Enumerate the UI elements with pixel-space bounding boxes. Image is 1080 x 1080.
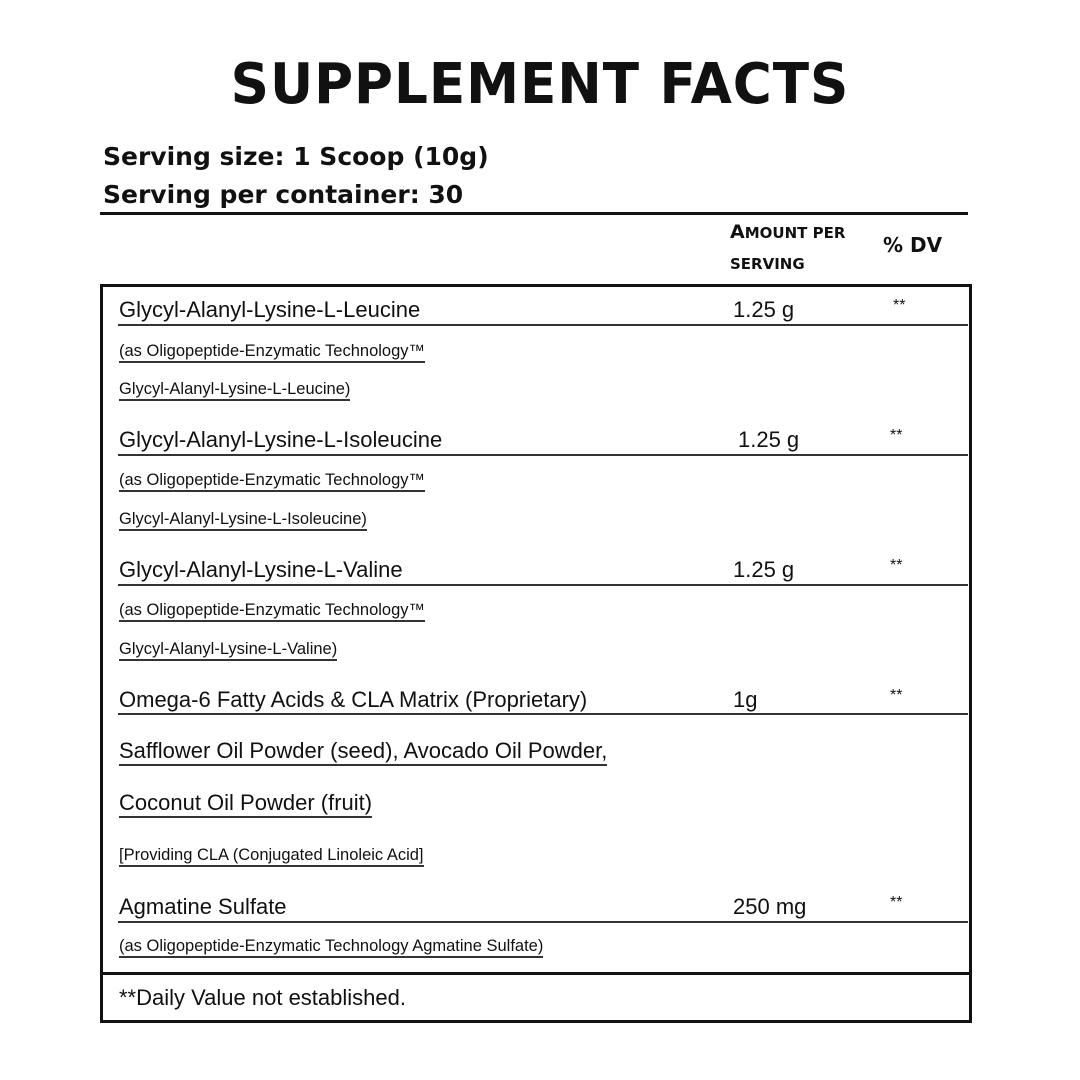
ingredient-amount: 1g — [733, 687, 758, 712]
ingredient-source: (as Oligopeptide-Enzymatic Technology Ag… — [119, 937, 544, 958]
footnote-divider — [100, 972, 970, 975]
ingredient-source: (as Oligopeptide-Enzymatic Technology™ — [119, 601, 426, 622]
row-rule — [118, 324, 968, 326]
ingredient-source: (as Oligopeptide-Enzymatic Technology™ — [119, 342, 426, 363]
footnote: **Daily Value not established. — [119, 985, 406, 1010]
ingredient-source: Glycyl-Alanyl-Lysine-L-Valine) — [119, 640, 338, 661]
page-title: SUPPLEMENT FACTS — [230, 52, 850, 117]
ingredient-source: [Providing CLA (Conjugated Linoleic Acid… — [119, 846, 424, 867]
row-rule — [118, 713, 968, 715]
ingredient-name: Omega-6 Fatty Acids & CLA Matrix (Propri… — [119, 687, 588, 712]
ingredient-amount: 1.25 g — [733, 557, 795, 582]
amount-header-line2: SERVING — [730, 255, 805, 273]
servings-per-container: Serving per container: 30 — [103, 180, 464, 209]
facts-table — [100, 284, 972, 1023]
amount-header-initial: A — [730, 221, 745, 243]
ingredient-dv: ** — [890, 687, 903, 704]
ingredient-source: Glycyl-Alanyl-Lysine-L-Isoleucine) — [119, 510, 367, 531]
ingredient-amount: 1.25 g — [738, 427, 800, 452]
ingredient-dv: ** — [890, 427, 903, 444]
ingredient-dv: ** — [890, 557, 903, 574]
ingredient-amount: 1.25 g — [733, 297, 795, 322]
ingredient-dv: ** — [893, 297, 906, 314]
ingredient-source: Coconut Oil Powder (fruit) — [119, 790, 373, 818]
ingredient-source: Glycyl-Alanyl-Lysine-L-Leucine) — [119, 380, 351, 401]
row-rule — [118, 454, 968, 456]
amount-header-line1: MOUNT PER — [744, 224, 846, 242]
row-rule — [118, 921, 968, 923]
ingredient-name: Glycyl-Alanyl-Lysine-L-Isoleucine — [119, 427, 443, 452]
ingredient-amount: 250 mg — [733, 894, 807, 919]
ingredient-source: (as Oligopeptide-Enzymatic Technology™ — [119, 471, 426, 492]
ingredient-name: Glycyl-Alanyl-Lysine-L-Valine — [119, 557, 403, 582]
dv-header: % DV — [883, 233, 943, 257]
ingredient-name: Glycyl-Alanyl-Lysine-L-Leucine — [119, 297, 421, 322]
row-rule — [118, 584, 968, 586]
serving-size: Serving size: 1 Scoop (10g) — [103, 142, 489, 171]
amount-per-serving-header: AMOUNT PER SERVING — [730, 217, 845, 280]
ingredient-name: Agmatine Sulfate — [119, 894, 287, 919]
header-rule — [100, 212, 968, 215]
ingredient-source: Safflower Oil Powder (seed), Avocado Oil… — [119, 738, 608, 766]
ingredient-dv: ** — [890, 894, 903, 911]
